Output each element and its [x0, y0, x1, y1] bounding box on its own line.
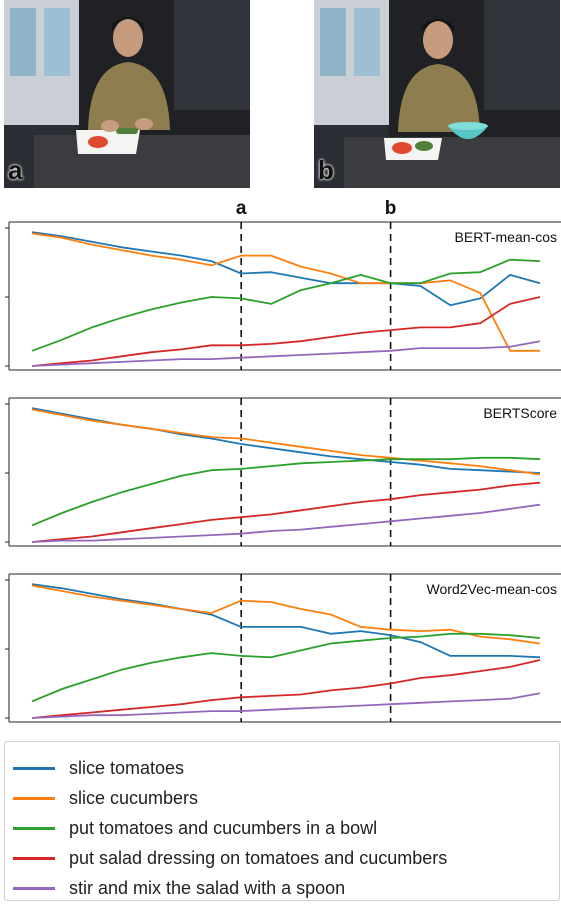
- frame-label-b: b: [318, 155, 334, 185]
- legend-label: put tomatoes and cucumbers in a bowl: [69, 817, 378, 838]
- plot-bert-mean-cos: BERT-mean-cos: [0, 218, 561, 378]
- chart-word2vec-mean-cos: Word2Vec-mean-cos: [5, 573, 561, 723]
- chart-title: Word2Vec-mean-cos: [427, 581, 557, 597]
- series-line-1: [31, 231, 541, 307]
- legend-item-slice-tomatoes: slice tomatoes: [13, 756, 184, 780]
- video-frame-a: a: [4, 0, 250, 188]
- legend-swatch: [13, 796, 55, 800]
- legend-item-put-in-bowl: put tomatoes and cucumbers in a bowl: [13, 816, 377, 840]
- series-line-2: [31, 232, 540, 352]
- legend: slice tomatoes slice cucumbers put tomat…: [4, 741, 560, 901]
- frame-label-a: a: [8, 155, 23, 185]
- legend-swatch: [13, 886, 55, 890]
- legend-swatch: [13, 766, 55, 770]
- series-line-3: [31, 632, 541, 703]
- chart-title: BERT-mean-cos: [455, 229, 557, 245]
- legend-label: slice cucumbers: [69, 787, 199, 808]
- chart-title: BERTScore: [483, 405, 557, 421]
- legend-label: stir and mix the salad with a spoon: [69, 877, 346, 898]
- legend-item-slice-cucumbers: slice cucumbers: [13, 786, 198, 810]
- series-line-5: [31, 340, 541, 367]
- series-line-2: [31, 584, 541, 645]
- series-line-4: [31, 481, 541, 543]
- legend-item-dressing: put salad dressing on tomatoes and cucum…: [13, 846, 447, 870]
- plot-word2vec-mean-cos: Word2Vec-mean-cos: [0, 570, 561, 730]
- series-line-3: [31, 456, 541, 527]
- series-line-2: [31, 408, 541, 476]
- video-frame-b: b: [314, 0, 560, 188]
- series-line-3: [31, 258, 541, 352]
- series-line-5: [31, 503, 541, 543]
- series-line-1: [31, 583, 541, 659]
- legend-label: put salad dressing on tomatoes and cucum…: [69, 847, 448, 868]
- marker-label-b: b: [384, 198, 397, 219]
- plot-bertscore: BERTScore: [0, 394, 561, 554]
- legend-swatch: [13, 856, 55, 860]
- chart-bert-mean-cos: BERT-mean-cos: [5, 221, 561, 371]
- series-line-5: [31, 692, 541, 719]
- marker-label-a: a: [235, 198, 247, 219]
- legend-item-stir: stir and mix the salad with a spoon: [13, 876, 345, 900]
- series-line-4: [31, 296, 541, 367]
- chart-bertscore: BERTScore: [5, 397, 561, 547]
- series-line-4: [31, 659, 541, 719]
- series-line-1: [31, 407, 541, 474]
- legend-swatch: [13, 826, 55, 830]
- legend-label: slice tomatoes: [69, 757, 185, 778]
